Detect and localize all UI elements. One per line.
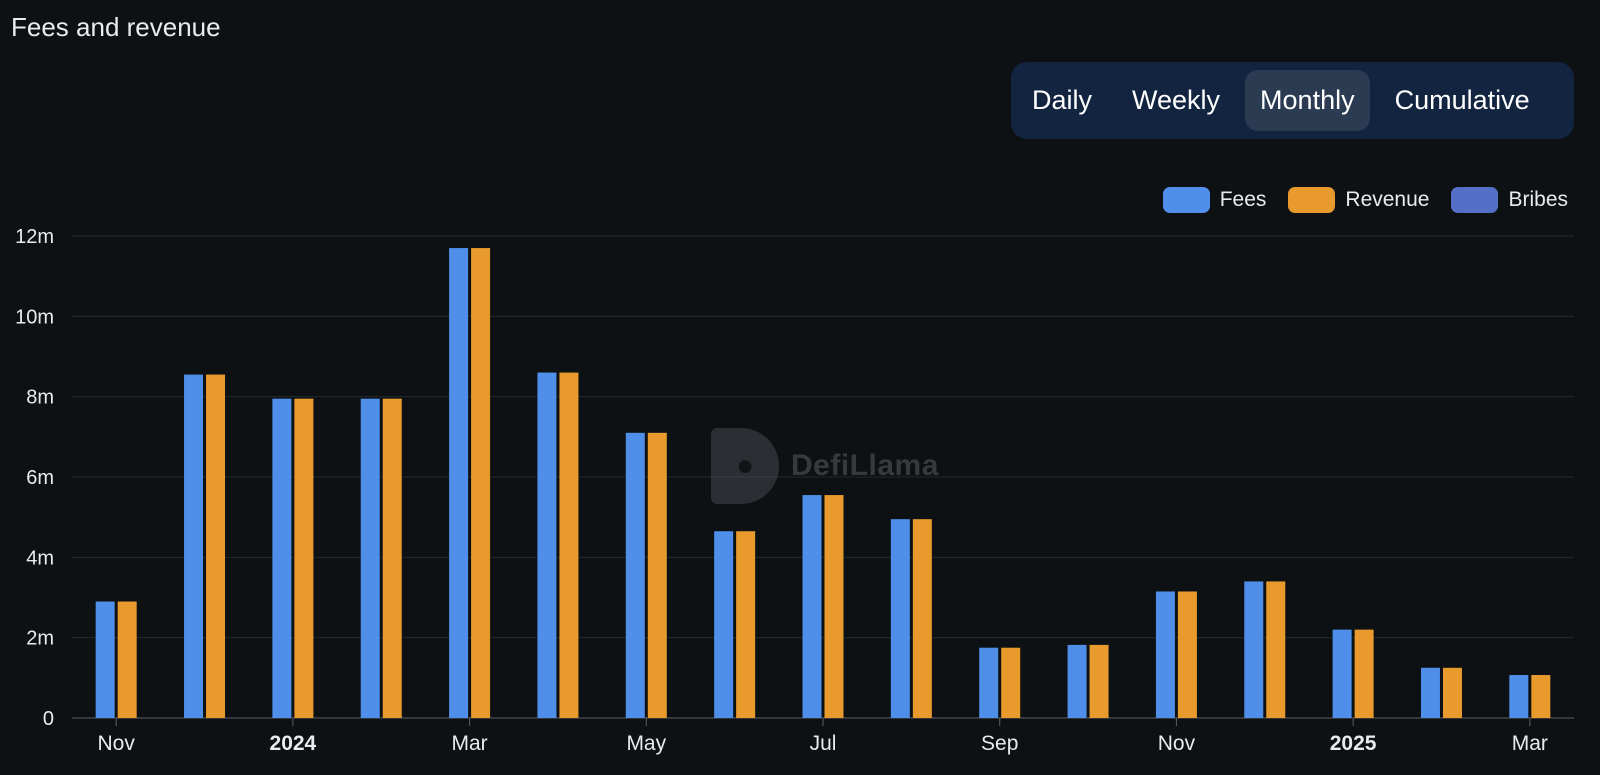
legend-swatch-bribes [1451,187,1499,213]
bar-revenue [117,601,137,718]
x-tick-label: Mar [1512,732,1548,755]
y-tick-label: 8m [26,387,54,409]
bar-fees [802,495,822,718]
legend-label-revenue: Revenue [1345,188,1430,211]
period-monthly-button[interactable]: Monthly [1245,70,1370,131]
bar-fees [537,372,557,718]
y-tick-label: 4m [26,547,54,569]
x-tick-label: Mar [452,732,488,755]
chart-title: Fees and revenue [11,12,221,42]
bar-revenue [559,372,579,718]
chart-legend: Fees Revenue Bribes [1141,187,1568,213]
bar-fees [95,601,115,718]
bar-revenue [206,374,226,718]
bar-revenue [1531,675,1551,718]
x-tick-label: Sep [981,732,1018,755]
bar-revenue [1354,629,1374,718]
period-weekly-button[interactable]: Weekly [1132,85,1221,115]
bar-fees [1332,629,1352,718]
period-daily-button[interactable]: Daily [1032,85,1093,115]
bar-revenue [1001,647,1021,718]
watermark-text: DefiLlama [791,449,939,482]
y-tick-label: 10m [15,306,54,328]
bar-fees [890,519,910,718]
bar-fees [1244,581,1264,718]
bar-revenue [1442,667,1462,718]
y-tick-label: 2m [26,628,54,650]
y-tick-label: 0 [43,708,54,730]
bar-fees [714,531,734,718]
legend-item-revenue[interactable]: Revenue [1288,187,1429,213]
legend-item-bribes[interactable]: Bribes [1451,187,1568,213]
bar-revenue [294,398,314,718]
bar-fees [184,374,204,718]
bar-revenue [912,519,932,718]
bar-revenue [1177,591,1197,718]
y-tick-label: 12m [15,226,54,248]
bar-revenue [471,248,491,719]
x-tick-label: 2025 [1330,732,1377,755]
x-tick-label: Jul [810,732,837,755]
bar-fees [625,432,645,718]
legend-swatch-revenue [1288,187,1336,213]
x-tick-label: 2024 [270,732,317,755]
bar-fees [1509,675,1529,718]
bar-fees [272,398,292,718]
legend-swatch-fees [1162,187,1210,213]
period-cumulative-button[interactable]: Cumulative [1394,85,1530,115]
y-tick-label: 6m [26,467,54,489]
x-tick-label: Nov [97,732,135,755]
legend-item-fees[interactable]: Fees [1162,187,1267,213]
bar-fees [1420,667,1440,718]
defillama-watermark: ● DefiLlama [711,428,939,504]
bar-revenue [824,495,844,718]
bar-fees [979,647,999,718]
bar-revenue [1089,644,1109,718]
bar-revenue [736,531,756,718]
bar-fees [360,398,380,718]
x-tick-label: Nov [1158,732,1196,755]
period-toggle: Daily Weekly Monthly Cumulative [1011,62,1574,139]
x-tick-label: May [626,732,666,755]
legend-label-bribes: Bribes [1508,188,1568,211]
bar-revenue [1266,581,1286,718]
bar-fees [1067,644,1087,718]
bar-fees [1155,591,1175,718]
bar-revenue [382,398,402,718]
bar-fees [449,248,469,719]
bar-revenue [647,432,667,718]
legend-label-fees: Fees [1219,188,1267,211]
llama-logo-icon: ● [711,428,779,504]
